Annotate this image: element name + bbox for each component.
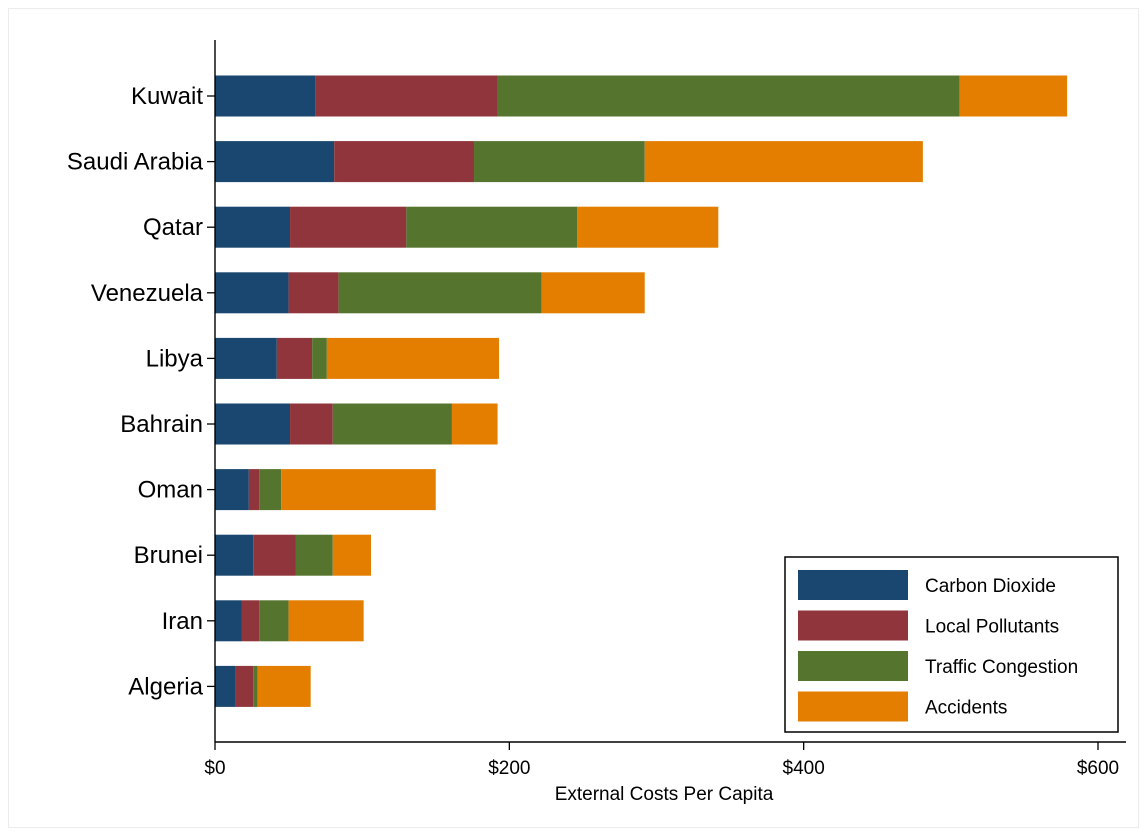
bar-oman-traffic-congestion bbox=[259, 469, 282, 511]
bar-kuwait-accidents bbox=[959, 75, 1068, 117]
legend: Carbon Dioxide Local Pollutants Traffic Co… bbox=[784, 556, 1119, 733]
bar-oman-accidents bbox=[281, 469, 436, 511]
bar-libya-carbon-dioxide bbox=[215, 337, 277, 379]
x-tick-label-200: $200 bbox=[488, 758, 530, 779]
bar-brunei-local-pollutants bbox=[253, 534, 296, 576]
bar-iran-traffic-congestion bbox=[259, 600, 289, 642]
legend-label-local-pollutants: Local Pollutants bbox=[925, 617, 1059, 638]
bar-algeria-carbon-dioxide bbox=[215, 665, 236, 707]
legend-label-accidents: Accidents bbox=[925, 698, 1007, 719]
legend-swatch-carbon-dioxide bbox=[798, 570, 908, 600]
legend-swatch-local-pollutants bbox=[798, 610, 908, 641]
bar-saudi-arabia-local-pollutants bbox=[334, 141, 475, 183]
bar-bahrain-local-pollutants bbox=[290, 403, 333, 445]
bar-brunei-traffic-congestion bbox=[295, 534, 333, 576]
bar-saudi-arabia-carbon-dioxide bbox=[215, 141, 335, 183]
bar-libya-accidents bbox=[326, 337, 500, 379]
legend-label-carbon-dioxide: Carbon Dioxide bbox=[925, 576, 1056, 597]
bar-saudi-arabia-accidents bbox=[644, 141, 923, 183]
bar-iran-accidents bbox=[288, 600, 364, 642]
bar-brunei-carbon-dioxide bbox=[215, 534, 254, 576]
category-label-venezuela: Venezuela bbox=[91, 280, 204, 307]
bar-iran-local-pollutants bbox=[241, 600, 260, 642]
bar-saudi-arabia-traffic-congestion bbox=[474, 141, 645, 183]
x-axis-title: External Costs Per Capita bbox=[555, 784, 774, 805]
category-label-brunei: Brunei bbox=[134, 542, 203, 569]
bar-brunei-accidents bbox=[332, 534, 371, 576]
bar-iran-carbon-dioxide bbox=[215, 600, 242, 642]
x-tick-label-600: $600 bbox=[1077, 758, 1119, 779]
category-label-algeria: Algeria bbox=[128, 673, 203, 700]
bar-qatar-local-pollutants bbox=[290, 206, 407, 248]
bar-venezuela-traffic-congestion bbox=[338, 272, 542, 314]
bar-qatar-carbon-dioxide bbox=[215, 206, 291, 248]
bar-algeria-local-pollutants bbox=[235, 665, 254, 707]
legend-swatch-traffic-congestion bbox=[798, 651, 908, 681]
category-label-kuwait: Kuwait bbox=[131, 83, 203, 110]
x-tick-label-400: $400 bbox=[783, 758, 825, 779]
bar-venezuela-local-pollutants bbox=[288, 272, 339, 314]
bar-qatar-traffic-congestion bbox=[406, 206, 578, 248]
bar-algeria-traffic-congestion bbox=[253, 665, 258, 707]
bar-oman-local-pollutants bbox=[248, 469, 260, 511]
legend-swatch-accidents bbox=[798, 691, 908, 722]
category-label-bahrain: Bahrain bbox=[120, 411, 203, 438]
bar-qatar-accidents bbox=[577, 206, 719, 248]
bar-venezuela-accidents bbox=[541, 272, 645, 314]
bar-kuwait-local-pollutants bbox=[315, 75, 498, 117]
legend-label-traffic-congestion: Traffic Congestion bbox=[925, 657, 1078, 678]
x-tick-label-0: $0 bbox=[204, 758, 225, 779]
category-label-libya: Libya bbox=[146, 345, 204, 372]
bar-libya-traffic-congestion bbox=[312, 337, 327, 379]
category-label-oman: Oman bbox=[138, 477, 203, 504]
bar-bahrain-carbon-dioxide bbox=[215, 403, 291, 445]
category-label-qatar: Qatar bbox=[143, 214, 203, 241]
bar-oman-carbon-dioxide bbox=[215, 469, 249, 511]
bar-kuwait-carbon-dioxide bbox=[215, 75, 316, 117]
bar-venezuela-carbon-dioxide bbox=[215, 272, 289, 314]
bar-kuwait-traffic-congestion bbox=[497, 75, 960, 117]
category-label-iran: Iran bbox=[162, 608, 203, 635]
bar-bahrain-accidents bbox=[451, 403, 498, 445]
bar-libya-local-pollutants bbox=[276, 337, 313, 379]
bar-algeria-accidents bbox=[257, 665, 311, 707]
bar-bahrain-traffic-congestion bbox=[332, 403, 452, 445]
category-label-saudi-arabia: Saudi Arabia bbox=[67, 149, 204, 176]
